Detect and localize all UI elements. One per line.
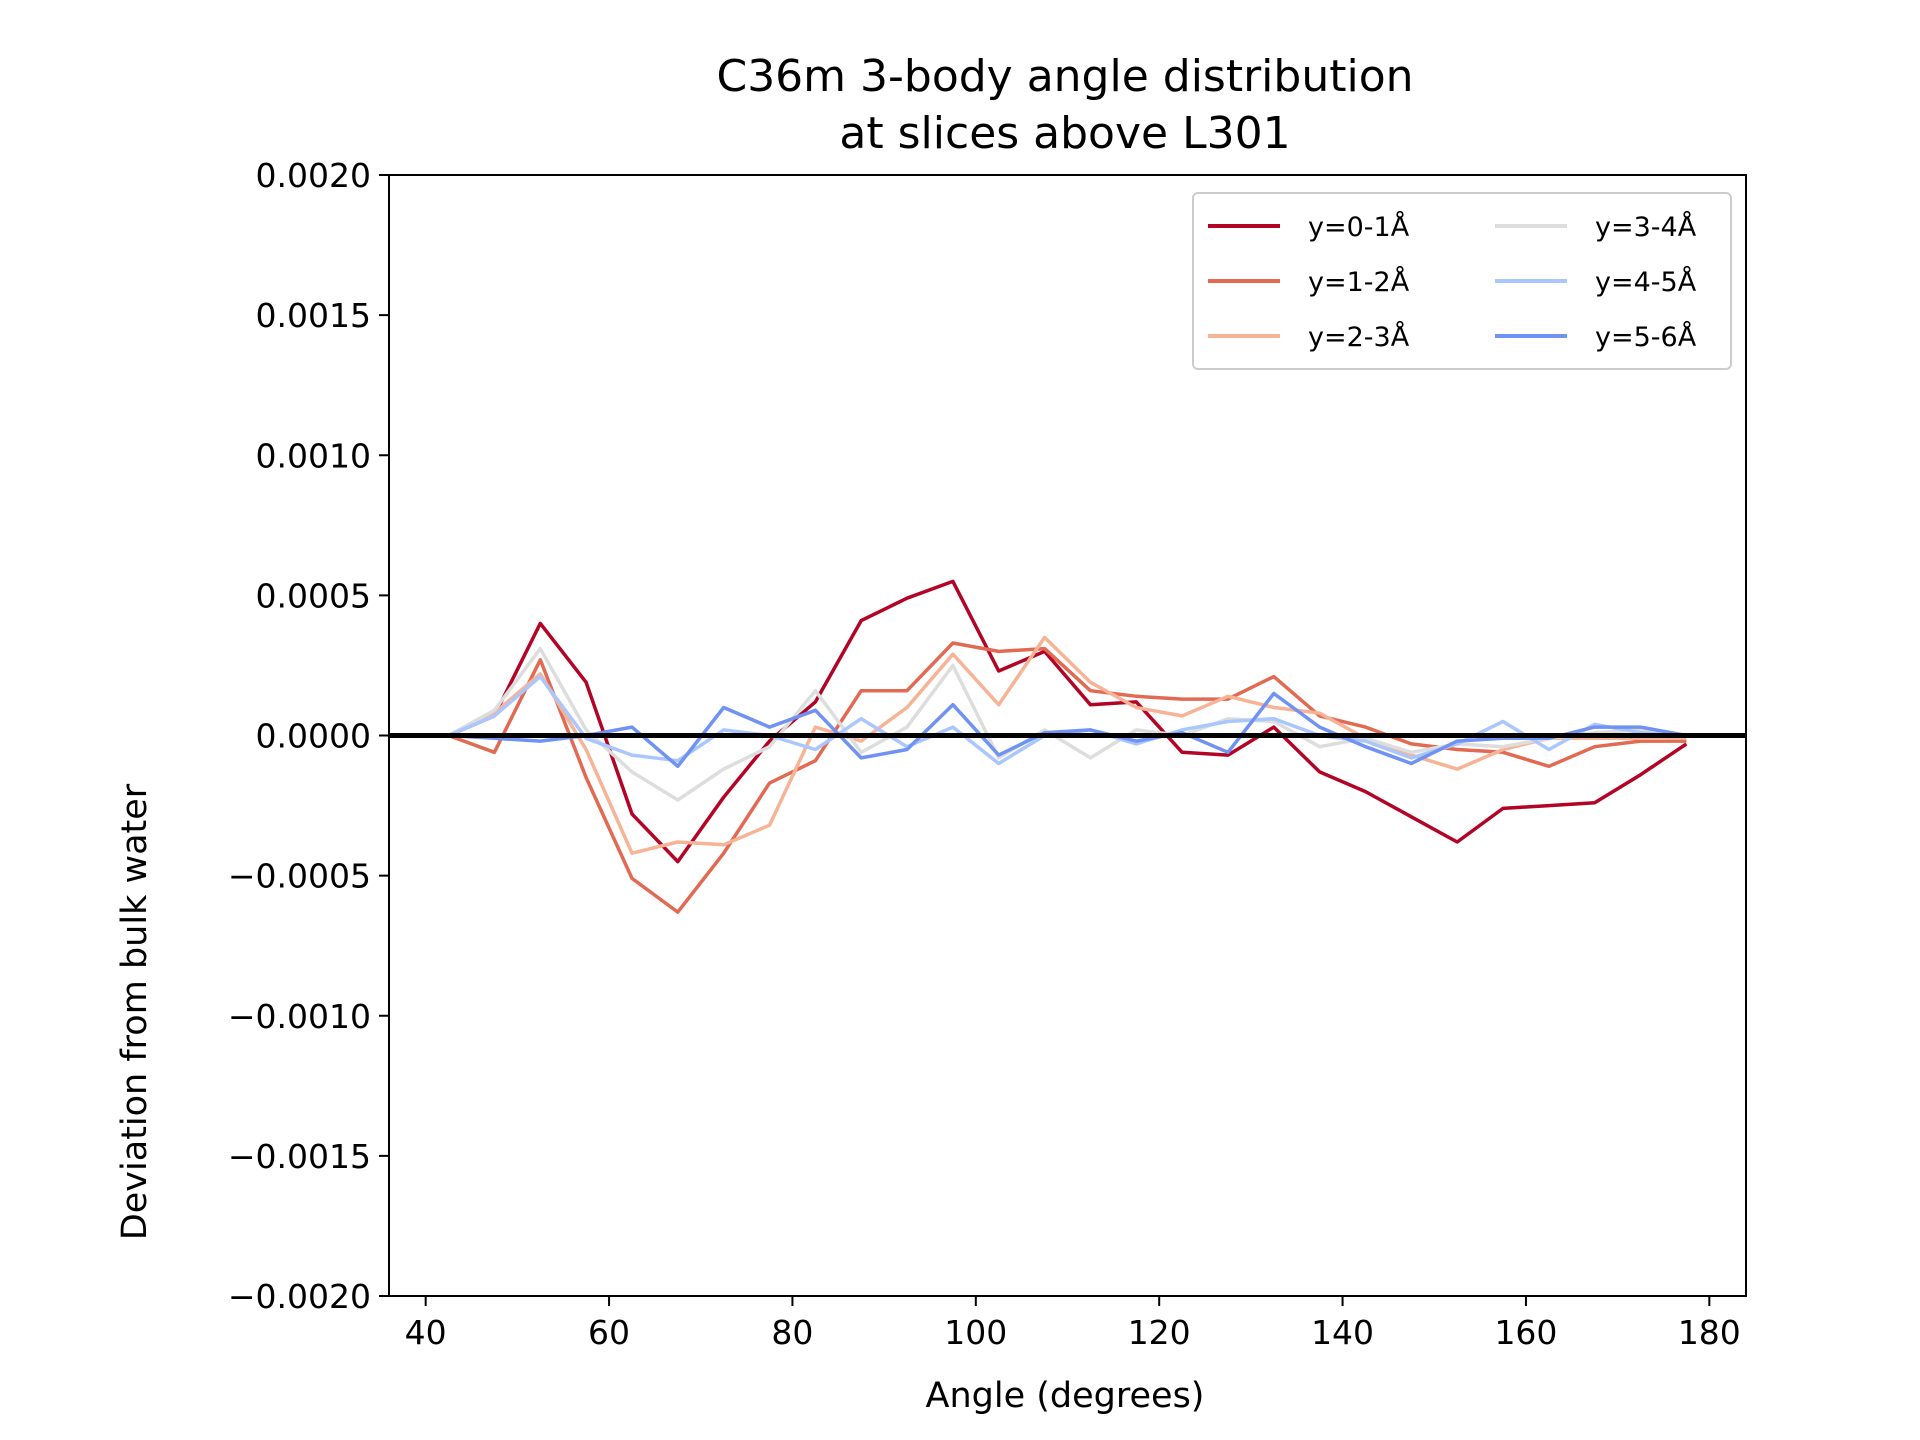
x-tick-label: 140 xyxy=(1311,1313,1374,1352)
y-tick-label: 0.0010 xyxy=(256,436,371,475)
series-line-3 xyxy=(447,635,1687,855)
series-line-1 xyxy=(447,579,1688,864)
x-tick-label: 120 xyxy=(1128,1313,1191,1352)
legend-label-3: y=2-3Å xyxy=(1308,321,1410,353)
series-line-4 xyxy=(447,646,1687,802)
y-tick-label: −0.0015 xyxy=(228,1137,371,1176)
chart-title-line-1: C36m 3-body angle distribution xyxy=(716,51,1413,102)
x-tick-label: 40 xyxy=(405,1313,447,1352)
y-tick-label: −0.0020 xyxy=(228,1277,371,1316)
series-line-2 xyxy=(447,641,1687,914)
legend-label-4: y=3-4Å xyxy=(1595,211,1697,243)
x-tick-label: 80 xyxy=(771,1313,813,1352)
legend-label-6: y=5-6Å xyxy=(1595,321,1697,353)
legend-label-1: y=0-1Å xyxy=(1308,211,1410,243)
x-axis-label: Angle (degrees) xyxy=(926,1376,1205,1416)
legend: y=0-1Å y=1-2Å y=2-3Å y=3-4Å y=4-5Å y=5-6Å xyxy=(1192,192,1732,370)
y-tick-label: 0.0005 xyxy=(256,576,371,615)
y-tick-label: 0.0000 xyxy=(256,717,371,756)
y-axis-ticks: 0.0020 0.0015 0.0010 0.0005 0.0000 −0.0005 −0.… xyxy=(228,156,389,1316)
x-axis-ticks: 40 60 80 100 120 140 160 180 xyxy=(405,1296,1741,1352)
legend-label-2: y=1-2Å xyxy=(1308,266,1410,298)
y-tick-label: −0.0010 xyxy=(228,997,371,1036)
y-tick-label: 0.0015 xyxy=(256,296,371,335)
chart-title-line-2: at slices above L301 xyxy=(839,108,1290,159)
series-line-6 xyxy=(448,691,1687,769)
x-tick-label: 60 xyxy=(588,1313,630,1352)
legend-frame xyxy=(1192,192,1732,370)
legend-label-5: y=4-5Å xyxy=(1595,266,1697,298)
legend-items: y=0-1Å y=1-2Å y=2-3Å y=3-4Å y=4-5Å y=5-6Å xyxy=(1208,211,1697,353)
x-tick-label: 160 xyxy=(1494,1313,1557,1352)
series-layer xyxy=(447,579,1688,914)
x-tick-label: 180 xyxy=(1678,1313,1741,1352)
y-tick-label: −0.0005 xyxy=(228,857,371,896)
y-axis-label: Deviation from bulk water xyxy=(115,783,155,1240)
y-tick-label: 0.0020 xyxy=(256,156,371,195)
x-tick-label: 100 xyxy=(944,1313,1007,1352)
